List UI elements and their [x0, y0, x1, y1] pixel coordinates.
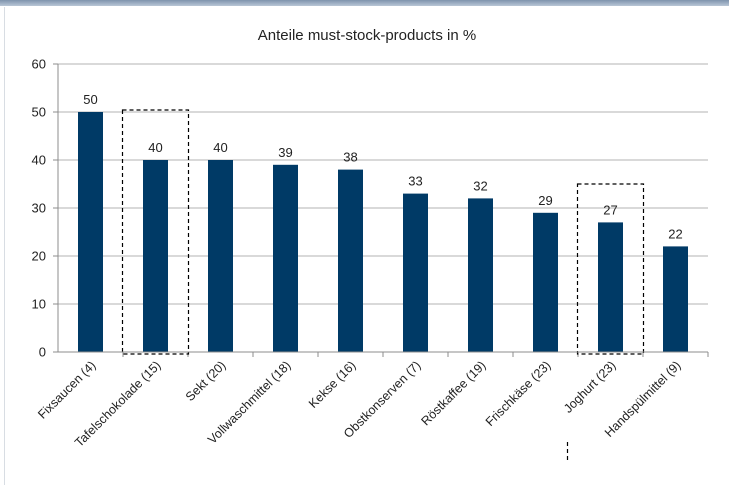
y-tick-label: 60 [32, 57, 46, 72]
data-label: 33 [408, 174, 422, 189]
data-label: 38 [343, 150, 357, 165]
bar [663, 246, 688, 352]
data-label: 32 [473, 178, 487, 193]
highlight-box [576, 183, 645, 355]
y-tick-label: 40 [32, 153, 46, 168]
highlight-box [121, 109, 190, 355]
data-labels: 50 40 40 39 38 33 32 29 27 22 [83, 92, 682, 241]
bar [403, 193, 428, 352]
data-label: 22 [668, 226, 682, 241]
y-tick-label: 30 [32, 201, 46, 216]
bar [143, 160, 168, 352]
y-tick-label: 0 [39, 345, 46, 360]
x-axis-labels: Fixsaucen (4)Tafelschokolade (15) Sekt (2… [35, 352, 709, 450]
bar [533, 212, 558, 352]
bar [273, 164, 298, 352]
x-tick-label: Kekse (16) [306, 358, 359, 411]
x-tick-label: Sekt (20) [183, 358, 229, 404]
highlight-boxes [121, 109, 645, 462]
bars [78, 112, 688, 352]
bar [338, 169, 363, 352]
chart-title: Anteile must-stock-products in % [258, 27, 476, 44]
x-tick-label: Fixsaucen (4) [35, 358, 98, 421]
data-label: 50 [83, 92, 97, 107]
window-top-band [0, 0, 729, 6]
y-tick-label: 10 [32, 297, 46, 312]
y-axis-ticks: 0 10 20 30 40 50 60 [32, 57, 58, 360]
data-label: 39 [278, 145, 292, 160]
bar [598, 222, 623, 352]
bar [78, 112, 103, 352]
data-label: 40 [148, 140, 162, 155]
bar [468, 198, 493, 352]
data-label: 29 [538, 193, 552, 208]
data-label: 40 [213, 140, 227, 155]
bar [208, 160, 233, 352]
data-label: 27 [603, 202, 617, 217]
x-tick-label: Frischkäse (23) [483, 358, 554, 429]
x-tick-label: Röstkaffee (19) [418, 358, 488, 428]
x-tick-label: Joghurt (23) [561, 358, 619, 416]
y-tick-label: 20 [32, 249, 46, 264]
y-tick-label: 50 [32, 105, 46, 120]
